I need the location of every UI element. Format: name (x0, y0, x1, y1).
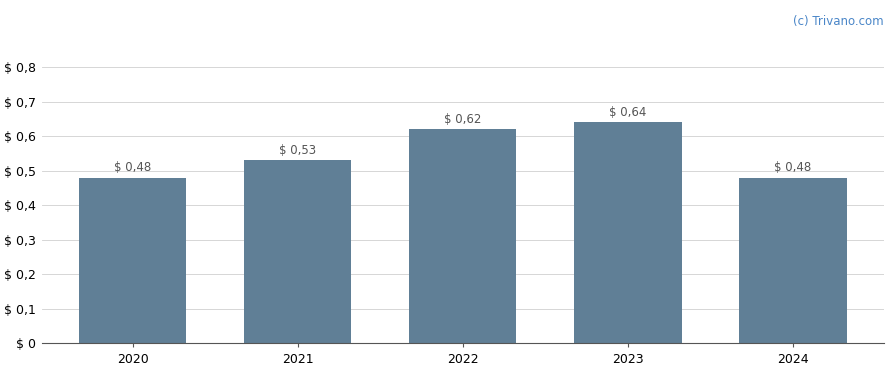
Bar (409, 130, 517, 343)
Bar (575, 122, 682, 343)
Bar (79, 178, 186, 343)
Text: (c) Trivano.com: (c) Trivano.com (793, 14, 884, 27)
Text: $ 0,48: $ 0,48 (774, 161, 812, 174)
Text: $ 0,53: $ 0,53 (279, 144, 316, 157)
Bar (740, 178, 846, 343)
Text: $ 0,64: $ 0,64 (609, 106, 646, 119)
Bar (244, 160, 352, 343)
Text: $ 0,62: $ 0,62 (444, 113, 481, 126)
Text: $ 0,48: $ 0,48 (114, 161, 151, 174)
